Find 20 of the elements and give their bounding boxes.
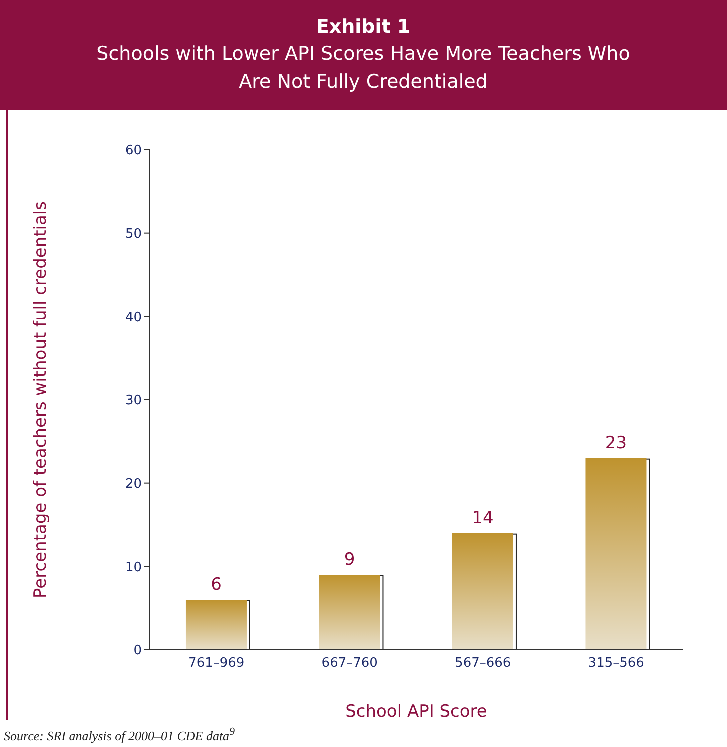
y-tick-label: 30	[125, 394, 142, 409]
x-axis-title: School API Score	[346, 702, 488, 722]
data-label: 14	[472, 508, 494, 528]
y-tick-label: 10	[125, 560, 142, 576]
y-tick-label: 40	[125, 310, 142, 326]
y-tick-label: 20	[125, 476, 142, 492]
data-label: 23	[605, 433, 628, 454]
x-tick-label: 761–969	[188, 656, 245, 672]
chart-title: Exhibit 1	[315, 16, 412, 38]
chart-subtitle: Schools with Lower API Scores Have More Teachers Who Are Not Fully Credentialed	[96, 42, 632, 95]
x-tick-label: 667–760	[322, 656, 378, 672]
x-tick-label: 315–566	[588, 656, 644, 672]
data-label: 6	[211, 575, 222, 595]
data-label: 9	[344, 550, 356, 570]
y-tick-label: 60	[125, 144, 142, 159]
y-axis-title: Percentage of teachers without full credentials	[31, 201, 52, 598]
y-tick-label: 50	[125, 226, 142, 242]
y-tick-label: 0	[134, 644, 142, 659]
source-note: Source: SRI analysis of 2000–01 CDE data$^{9}$	[4, 726, 235, 744]
x-tick-label: 567–666	[455, 656, 512, 672]
